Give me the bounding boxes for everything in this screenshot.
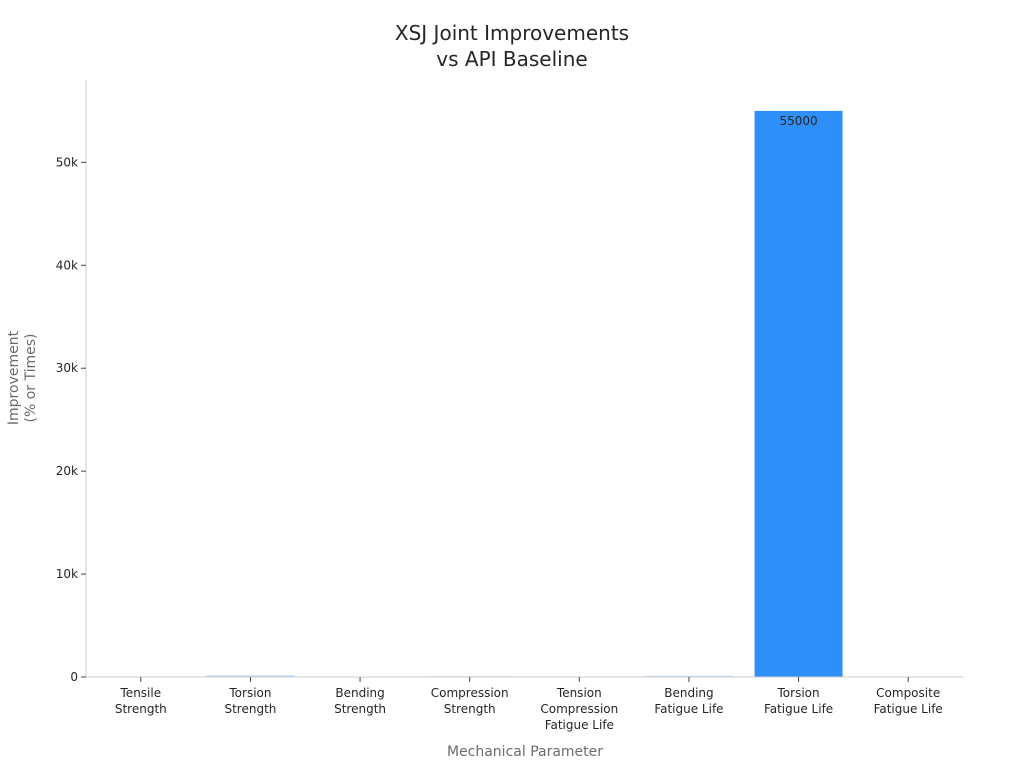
x-tick-label: Bending Fatigue Life bbox=[654, 686, 723, 716]
x-tick-label: Compression Strength bbox=[431, 686, 509, 716]
bars: 55000 bbox=[96, 110, 953, 678]
y-axis-title-line: (% or Times) bbox=[23, 333, 39, 422]
x-tick-label-line: Torsion bbox=[777, 686, 820, 700]
bar bbox=[644, 675, 733, 677]
x-tick-label-line: Bending bbox=[664, 686, 713, 700]
y-tick-label: 0 bbox=[70, 670, 78, 684]
x-tick-label-line: Strength bbox=[334, 702, 386, 716]
y-tick-label: 20k bbox=[56, 464, 78, 478]
x-tick-label: Tensile Strength bbox=[115, 686, 167, 716]
y-tick-label: 30k bbox=[56, 361, 78, 375]
chart-title: XSJ Joint Improvements vs API Baseline bbox=[395, 21, 629, 71]
x-tick-label-line: Strength bbox=[115, 702, 167, 716]
x-tick-label: Torsion Fatigue Life bbox=[764, 686, 833, 716]
x-tick-label: Tension Compression Fatigue Life bbox=[540, 686, 618, 732]
x-tick-label-line: Bending bbox=[335, 686, 384, 700]
x-tick-label-line: Composite bbox=[876, 686, 940, 700]
y-tick-label: 40k bbox=[56, 258, 78, 272]
x-tick-label: Torsion Strength bbox=[224, 686, 276, 716]
x-tick-label-line: Fatigue Life bbox=[764, 702, 833, 716]
x-tick-label: Composite Fatigue Life bbox=[874, 686, 943, 716]
data-label: 55000 bbox=[779, 114, 817, 128]
x-tick-label-line: Strength bbox=[444, 702, 496, 716]
x-tick-label: Bending Strength bbox=[334, 686, 386, 716]
x-tick-label-line: Strength bbox=[224, 702, 276, 716]
y-axis-title-line: Improvement bbox=[6, 330, 22, 425]
chart-title-line: XSJ Joint Improvements bbox=[395, 21, 629, 45]
y-tick-label: 10k bbox=[56, 567, 78, 581]
x-tick-label-line: Torsion bbox=[228, 686, 271, 700]
x-tick-label-line: Tension bbox=[556, 686, 602, 700]
x-tick-label-line: Compression bbox=[540, 702, 618, 716]
chart-title-line: vs API Baseline bbox=[436, 47, 587, 71]
x-tick-label-line: Compression bbox=[431, 686, 509, 700]
y-tick-label: 50k bbox=[56, 155, 78, 169]
x-axis: Tensile Strength Torsion Strength Bending Str… bbox=[86, 676, 963, 732]
bar bbox=[206, 675, 295, 677]
x-tick-label-line: Fatigue Life bbox=[654, 702, 723, 716]
x-tick-label-line: Tensile bbox=[120, 686, 162, 700]
bar bbox=[754, 110, 843, 677]
y-axis: 0 10k 20k 30k 40k 50k bbox=[56, 80, 87, 684]
y-axis-title: Improvement(% or Times) bbox=[6, 330, 39, 425]
x-tick-label-line: Fatigue Life bbox=[545, 718, 614, 732]
x-axis-title: Mechanical Parameter bbox=[447, 744, 603, 760]
x-tick-label-line: Fatigue Life bbox=[874, 702, 943, 716]
